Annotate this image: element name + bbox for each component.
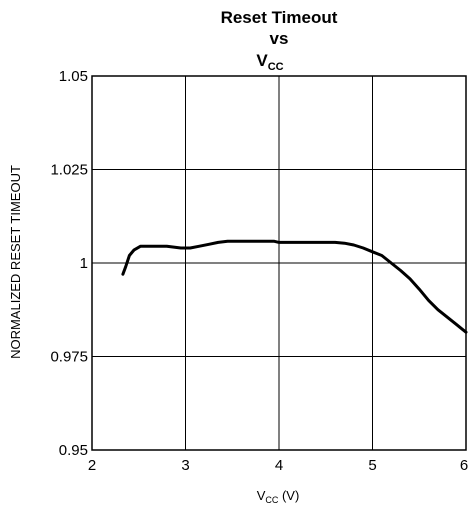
plot-frame (91, 75, 467, 451)
x-tick-label: 5 (368, 457, 376, 474)
x-tick-label: 6 (460, 457, 468, 474)
x-tick-labels: 2 3 4 5 6 (88, 457, 468, 474)
chart-title-line3: VCC (256, 51, 283, 73)
chart-title-line2: vs (270, 29, 289, 48)
y-tick-label: 0.975 (50, 349, 88, 366)
y-axis-label: NORMALIZED RESET TIMEOUT (8, 165, 23, 359)
x-axis-label-main: V (257, 488, 266, 503)
y-tick-label: 1 (80, 255, 88, 272)
x-tick-label: 4 (275, 457, 283, 474)
x-axis-label-unit: (V) (278, 488, 299, 503)
y-tick-label: 0.95 (59, 442, 88, 459)
y-tick-label: 1.025 (50, 162, 88, 179)
chart-title-line3-sub: CC (268, 61, 284, 73)
x-tick-label: 3 (181, 457, 189, 474)
x-tick-label: 2 (88, 457, 96, 474)
grid-lines (91, 75, 467, 451)
series-layer (121, 239, 468, 334)
x-axis-label-sub: CC (265, 495, 278, 505)
x-axis-label: VCC (V) (257, 488, 300, 505)
chart-title-line3-main: V (256, 51, 268, 70)
series-line (121, 239, 468, 334)
y-tick-labels: 0.95 0.975 1 1.025 1.05 (50, 68, 88, 459)
chart-title-line1: Reset Timeout (221, 8, 338, 27)
y-tick-label: 1.05 (59, 68, 88, 85)
